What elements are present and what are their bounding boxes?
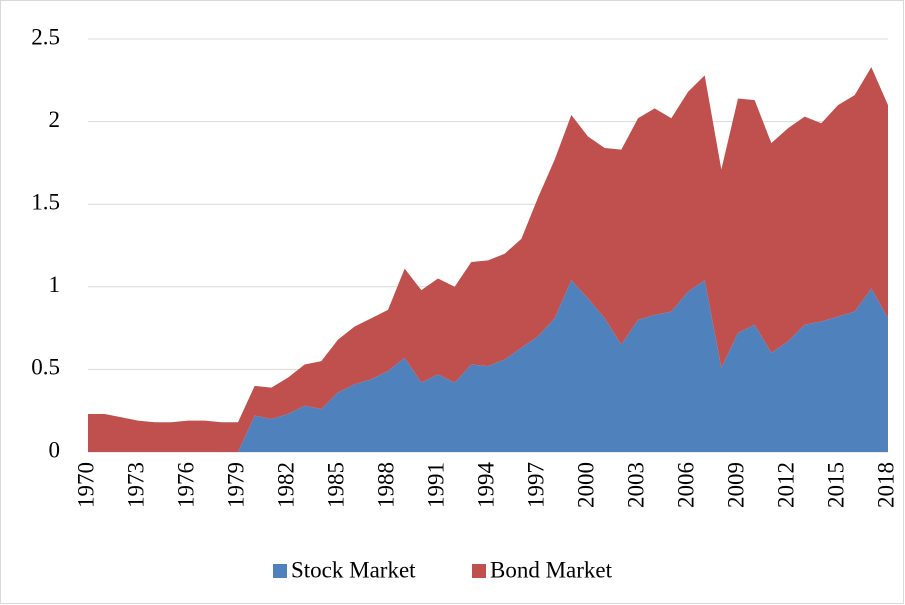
x-tick-label: 1976: [173, 462, 198, 508]
x-tick-label: 2003: [623, 462, 648, 508]
x-tick-label: 1988: [373, 462, 398, 508]
x-tick-label: 2018: [873, 462, 898, 508]
x-tick-label: 1985: [323, 462, 348, 508]
legend-label: Bond Market: [490, 557, 613, 582]
y-tick-label: 0: [49, 437, 61, 462]
legend-swatch: [273, 564, 287, 578]
y-tick-label: 2.5: [31, 24, 60, 49]
legend-label: Stock Market: [291, 557, 416, 582]
x-tick-label: 1991: [423, 462, 448, 508]
x-tick-label: 2000: [573, 462, 598, 508]
x-tick-label: 1979: [223, 462, 248, 508]
y-tick-label: 1: [49, 272, 61, 297]
legend-swatch: [472, 564, 486, 578]
y-tick-label: 1.5: [31, 189, 60, 214]
x-tick-label: 1970: [73, 462, 98, 508]
x-tick-label: 1973: [123, 462, 148, 508]
x-tick-label: 2009: [723, 462, 748, 508]
y-tick-label: 2: [49, 107, 61, 132]
x-tick-label: 1994: [473, 462, 498, 509]
x-tick-label: 1982: [273, 462, 298, 508]
y-tick-label: 0.5: [31, 355, 60, 380]
area: [88, 67, 888, 453]
x-tick-label: 2015: [823, 462, 848, 508]
x-tick-label: 1997: [523, 462, 548, 508]
x-tick-label: 2012: [773, 462, 798, 508]
x-tick-label: 2006: [673, 462, 698, 508]
